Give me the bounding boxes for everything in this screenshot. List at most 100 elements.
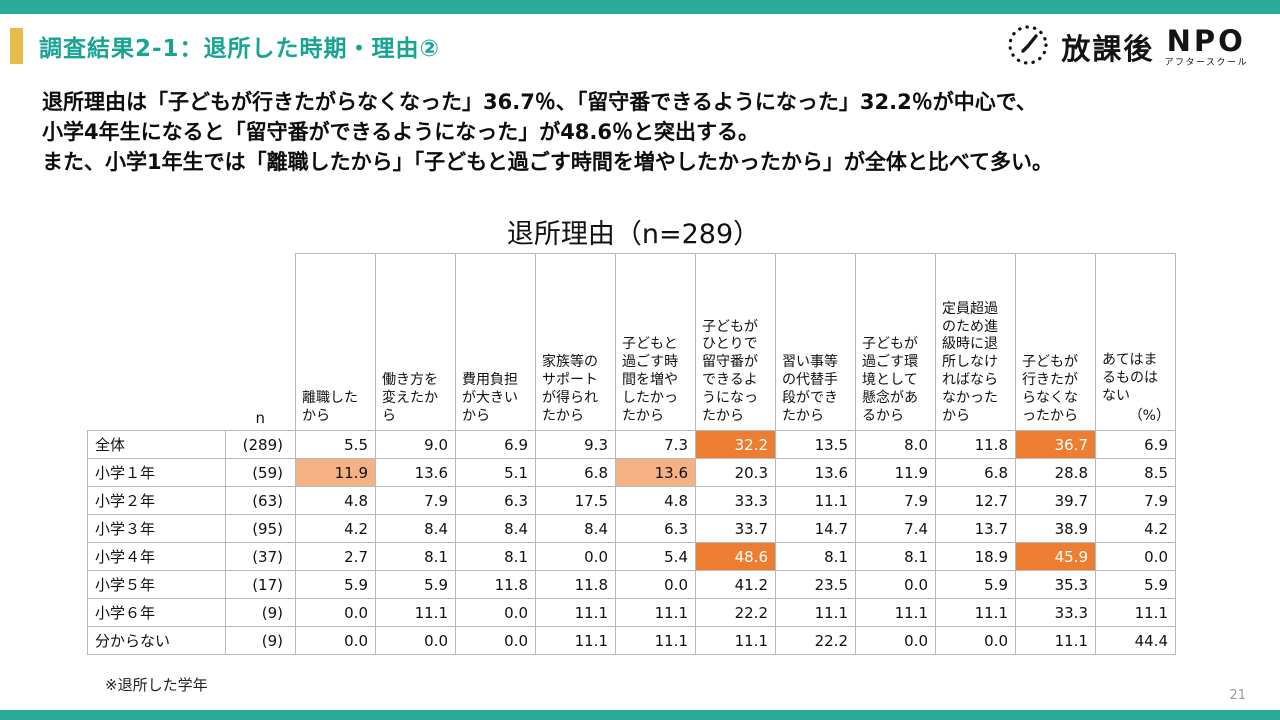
value-cell: 7.4 — [855, 514, 936, 543]
org-logo: 放課後 NPO アフタースクール — [1005, 22, 1248, 72]
value-cell: 8.4 — [455, 514, 536, 543]
logo-text-main: 放課後 — [1061, 32, 1155, 66]
value-cell: 11.8 — [935, 430, 1016, 459]
value-cell: 0.0 — [295, 626, 376, 655]
value-cell: 8.0 — [855, 430, 936, 459]
column-header-label: 子どもがひとりで留守番ができるようになったから — [702, 318, 758, 425]
value-cell: 6.8 — [935, 458, 1016, 487]
column-header: 子どもと過ごす時間を増やしたかったから — [615, 253, 696, 431]
value-cell: 13.7 — [935, 514, 1016, 543]
logo-npo-block: NPO アフタースクール — [1164, 26, 1248, 68]
value-cell: 35.3 — [1015, 570, 1096, 599]
value-cell: 11.1 — [1015, 626, 1096, 655]
column-header: 子どもがひとりで留守番ができるようになったから — [695, 253, 776, 431]
value-cell: 5.9 — [935, 570, 1016, 599]
percent-label: （%） — [1128, 408, 1170, 425]
row-label: 小学６年 — [87, 598, 226, 627]
value-cell: 11.1 — [615, 626, 696, 655]
value-cell: 4.2 — [1095, 514, 1176, 543]
value-cell: 6.3 — [615, 514, 696, 543]
value-cell: 14.7 — [775, 514, 856, 543]
value-cell: 6.9 — [1095, 430, 1176, 459]
value-cell: 33.3 — [1015, 598, 1096, 627]
footnote: ※退所した学年 — [105, 676, 208, 694]
value-cell: 2.7 — [295, 542, 376, 571]
value-cell: 48.6 — [695, 542, 776, 571]
value-cell: 18.9 — [935, 542, 1016, 571]
value-cell: 11.1 — [1095, 598, 1176, 627]
summary-line-1: 退所理由は「子どもが行きたがらなくなった」36.7％、「留守番できるようになった… — [42, 90, 1037, 114]
results-table: n 離職したから 働き方を変えたから 費用負担が大きいから 家族等のサポートが得られたか… — [87, 253, 1176, 655]
column-header: 子どもが行きたがらなくなったから — [1015, 253, 1096, 431]
row-label: 小学３年 — [87, 514, 226, 543]
column-header-label: 子どもと過ごす時間を増やしたかったから — [622, 336, 679, 425]
value-cell: 6.3 — [455, 486, 536, 515]
column-header-label: あてはまるものはない — [1102, 352, 1158, 405]
column-header-label: 費用負担が大きいから — [462, 372, 518, 425]
table-row: 分からない (9) 0.0 0.0 0.0 11.1 11.1 11.1 22.2 0.0 0.0 1… — [87, 626, 1176, 655]
column-header-label: 働き方を変えたから — [382, 372, 438, 425]
value-cell: 11.1 — [375, 598, 456, 627]
row-n-value: (37) — [225, 542, 296, 571]
value-cell: 11.8 — [535, 570, 616, 599]
value-cell: 0.0 — [1095, 542, 1176, 571]
table-header-row: n 離職したから 働き方を変えたから 費用負担が大きいから 家族等のサポートが得られたか… — [87, 253, 1176, 431]
summary-line-3: また、小学1年生では「離職したから」「子どもと過ごす時間を増やしたかったから」が… — [42, 149, 1054, 174]
value-cell: 11.1 — [535, 626, 616, 655]
value-cell: 4.8 — [295, 486, 376, 515]
row-label: 小学１年 — [87, 458, 226, 487]
value-cell: 0.0 — [855, 570, 936, 599]
value-cell: 4.8 — [615, 486, 696, 515]
row-n-value: (289) — [225, 430, 296, 459]
value-cell: 7.9 — [855, 486, 936, 515]
value-cell: 20.3 — [695, 458, 776, 487]
value-cell: 11.1 — [855, 598, 936, 627]
value-cell: 11.1 — [775, 486, 856, 515]
value-cell: 5.1 — [455, 458, 536, 487]
row-label: 小学４年 — [87, 542, 226, 571]
value-cell: 0.0 — [535, 542, 616, 571]
value-cell: 12.7 — [935, 486, 1016, 515]
value-cell: 8.5 — [1095, 458, 1176, 487]
value-cell: 11.9 — [855, 458, 936, 487]
table-title: 退所理由（n=289） — [506, 219, 761, 250]
value-cell: 8.1 — [855, 542, 936, 571]
value-cell: 13.5 — [775, 430, 856, 459]
column-header-label: 家族等のサポートが得られたから — [542, 354, 598, 425]
table-row: 小学５年 (17) 5.9 5.9 11.8 11.8 0.0 41.2 23.5 0.0 5.9 3… — [87, 570, 1176, 599]
table-row: 小学６年 (9) 0.0 11.1 0.0 11.1 11.1 22.2 11.1 11.1 11.… — [87, 598, 1176, 627]
value-cell: 33.3 — [695, 486, 776, 515]
table-row: 小学２年 (63) 4.8 7.9 6.3 17.5 4.8 33.3 11.1 7.9 12.7 3… — [87, 486, 1176, 515]
value-cell: 36.7 — [1015, 430, 1096, 459]
value-cell: 17.5 — [535, 486, 616, 515]
row-n-value: (9) — [225, 626, 296, 655]
summary-text: 退所理由は「子どもが行きたがらなくなった」36.7％、「留守番できるようになった… — [42, 88, 1242, 177]
row-label: 小学２年 — [87, 486, 226, 515]
page-number: 21 — [1229, 688, 1246, 703]
value-cell: 5.9 — [1095, 570, 1176, 599]
value-cell: 22.2 — [695, 598, 776, 627]
value-cell: 13.6 — [615, 458, 696, 487]
value-cell: 5.9 — [295, 570, 376, 599]
logo-text-sub: アフタースクール — [1164, 57, 1248, 68]
value-cell: 8.4 — [535, 514, 616, 543]
value-cell: 28.8 — [1015, 458, 1096, 487]
value-cell: 23.5 — [775, 570, 856, 599]
value-cell: 33.7 — [695, 514, 776, 543]
value-cell: 45.9 — [1015, 542, 1096, 571]
value-cell: 11.1 — [935, 598, 1016, 627]
column-header: 定員超過のため進級時に退所しなければならなかったから — [935, 253, 1016, 431]
value-cell: 9.3 — [535, 430, 616, 459]
value-cell: 0.0 — [455, 598, 536, 627]
value-cell: 7.9 — [1095, 486, 1176, 515]
value-cell: 7.9 — [375, 486, 456, 515]
row-n-value: (17) — [225, 570, 296, 599]
column-header-label: 離職したから — [302, 390, 358, 425]
results-table-wrap: n 離職したから 働き方を変えたから 費用負担が大きいから 家族等のサポートが得られたか… — [87, 253, 1176, 655]
summary-line-2: 小学4年生になると「留守番ができるようになった」が48.6％と突出する。 — [42, 119, 760, 144]
value-cell: 4.2 — [295, 514, 376, 543]
n-column-header: n — [225, 253, 296, 431]
row-label: 全体 — [87, 430, 226, 459]
value-cell: 41.2 — [695, 570, 776, 599]
value-cell: 5.4 — [615, 542, 696, 571]
